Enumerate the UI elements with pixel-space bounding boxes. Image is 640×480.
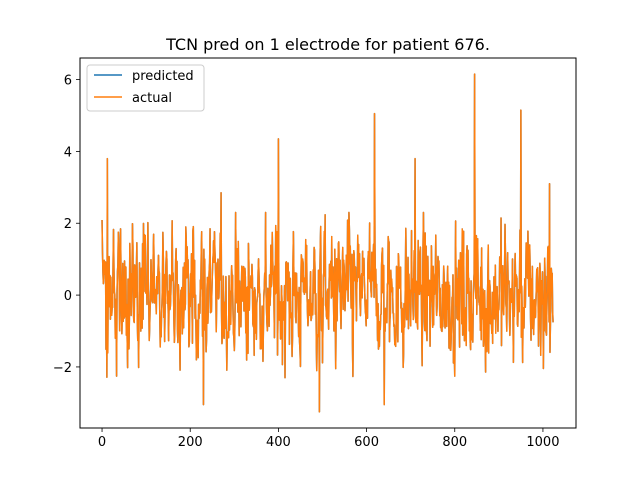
x-axis: 0 200 400 600 800 1000	[98, 428, 559, 450]
x-tick-label: 800	[442, 435, 467, 450]
y-tick-label: 2	[64, 217, 72, 232]
x-tick-label: 1000	[526, 435, 559, 450]
legend-label-predicted: predicted	[132, 69, 194, 84]
legend-box	[86, 64, 205, 112]
y-tick-label: 0	[64, 289, 72, 304]
y-tick-label: 4	[64, 145, 72, 160]
legend: predicted actual	[86, 64, 205, 112]
series-layer	[101, 73, 554, 413]
y-tick-label: 6	[64, 74, 72, 89]
x-tick-label: 600	[354, 435, 379, 450]
y-axis: −2 0 2 4 6	[53, 74, 80, 376]
legend-label-actual: actual	[132, 91, 172, 106]
x-tick-label: 0	[98, 435, 106, 450]
x-tick-label: 400	[266, 435, 291, 450]
series-line-actual	[101, 73, 554, 413]
plot-frame	[79, 57, 577, 429]
chart-title: TCN pred on 1 electrode for patient 676.	[165, 35, 490, 54]
x-tick-label: 200	[178, 435, 203, 450]
y-tick-label: −2	[53, 361, 72, 376]
